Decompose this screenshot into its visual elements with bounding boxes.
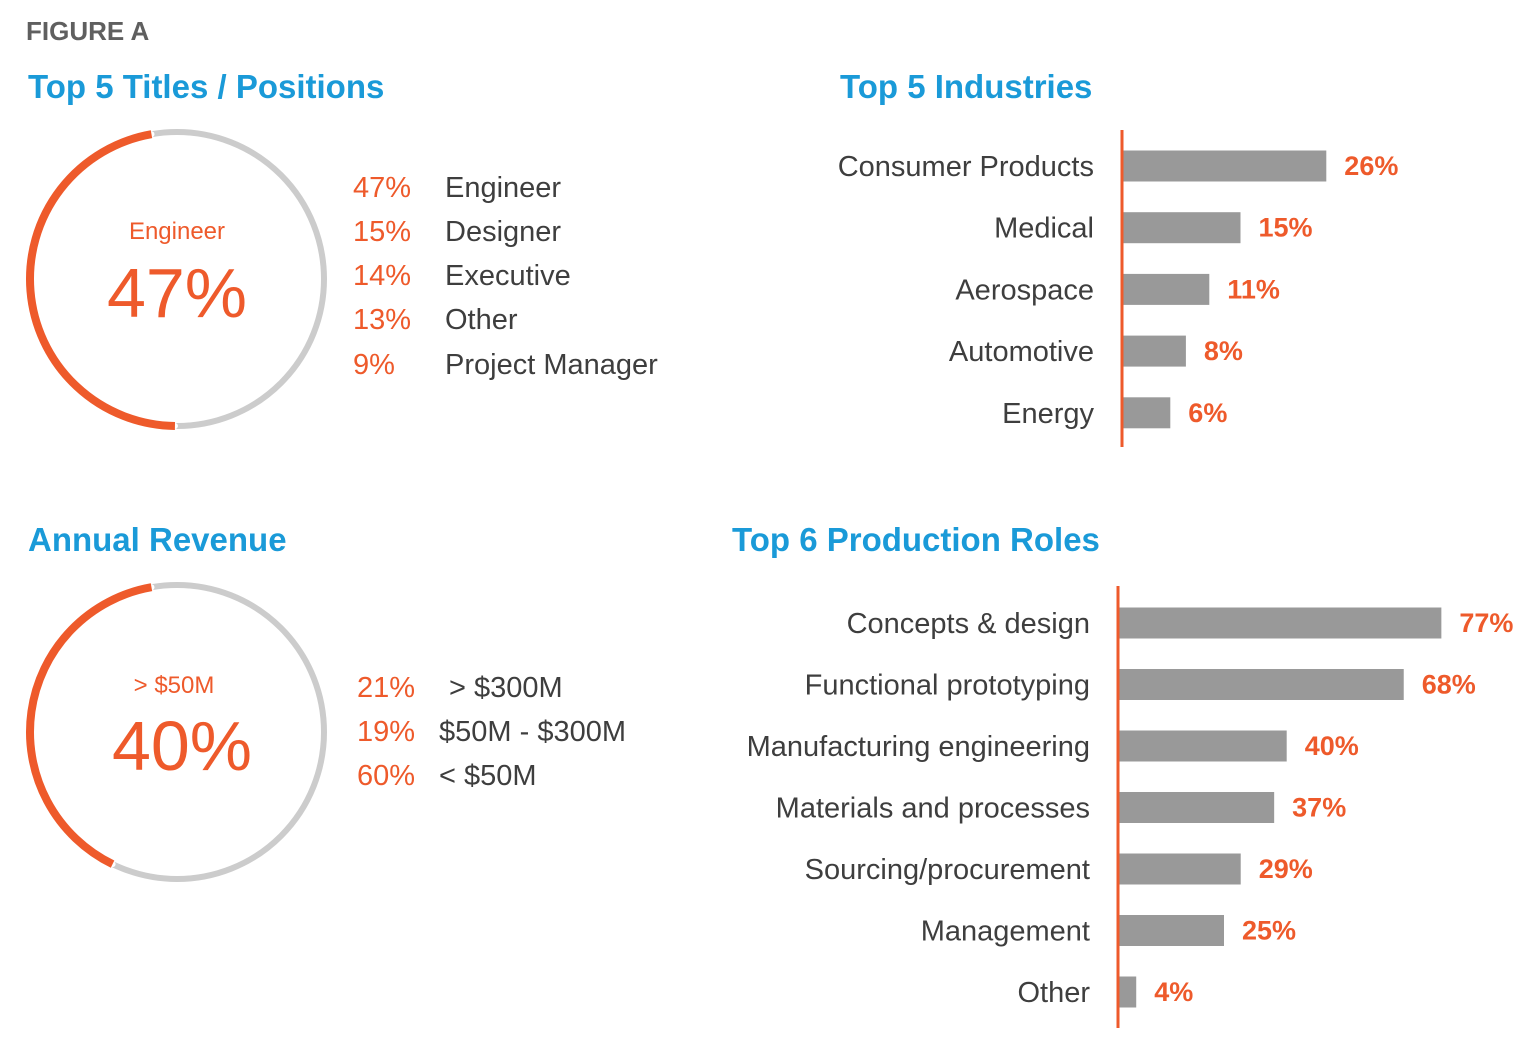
industries-chart-title: Top 5 Industries [840, 68, 1093, 105]
donut-highlight-arc [26, 130, 176, 430]
legend-pct: 15% [353, 216, 412, 248]
donut-center-value: 47% [107, 254, 247, 332]
bar [1123, 397, 1171, 429]
legend-pct: 47% [353, 172, 412, 204]
bar-category-label: Functional prototyping [805, 670, 1090, 702]
legend-pct: 13% [353, 304, 412, 336]
donut-highlight-arc [26, 583, 153, 868]
bar-value-label: 29% [1259, 854, 1313, 884]
legend-pct: 14% [353, 260, 412, 292]
legend-pct: 21% [357, 672, 416, 704]
bar [1123, 335, 1186, 367]
bar-value-label: 40% [1305, 731, 1359, 761]
bar-category-label: Automotive [949, 336, 1094, 368]
bar-value-label: 77% [1459, 608, 1513, 638]
bar [1123, 150, 1327, 182]
bar-value-label: 6% [1188, 398, 1227, 428]
revenue-chart-title: Annual Revenue [28, 521, 287, 558]
legend-label: $50M - $300M [439, 716, 626, 748]
bar-category-label: Materials and processes [776, 793, 1090, 825]
bar-value-label: 15% [1259, 213, 1313, 243]
bar [1119, 792, 1275, 823]
bar-category-label: Energy [1002, 398, 1094, 430]
bar-category-label: Management [921, 916, 1090, 948]
legend-label: Engineer [445, 172, 562, 204]
bar-category-label: Manufacturing engineering [747, 731, 1090, 763]
bar-category-label: Sourcing/procurement [805, 854, 1090, 886]
bar-value-label: 37% [1292, 793, 1346, 823]
bar [1119, 853, 1241, 885]
legend-label: < $50M [439, 760, 537, 792]
bar [1119, 976, 1137, 1008]
bar [1123, 273, 1210, 305]
bar-category-label: Other [1017, 977, 1090, 1009]
bar-value-label: 25% [1242, 916, 1296, 946]
bar-category-label: Consumer Products [838, 151, 1094, 183]
bar-value-label: 26% [1344, 151, 1398, 181]
donut-center-label: Engineer [129, 218, 225, 245]
bar-category-label: Concepts & design [847, 608, 1090, 640]
bar-category-label: Aerospace [955, 274, 1094, 306]
donut-center-value: 40% [112, 707, 252, 785]
legend-label: > $300M [449, 672, 563, 704]
bar-value-label: 11% [1227, 274, 1280, 304]
titles-donut-chart: Engineer 47% [26, 129, 327, 430]
bar-value-label: 4% [1154, 977, 1193, 1007]
bar-value-label: 68% [1422, 670, 1476, 700]
donut-center-label: > $50M [134, 672, 215, 699]
legend-label: Executive [445, 260, 571, 292]
titles-chart-title: Top 5 Titles / Positions [28, 68, 385, 105]
legend-pct: 9% [353, 349, 395, 381]
legend-label: Other [445, 304, 518, 336]
roles-chart-title: Top 6 Production Roles [732, 521, 1100, 558]
bar [1119, 915, 1224, 946]
legend-pct: 19% [357, 716, 416, 748]
bar [1119, 669, 1404, 700]
bar-category-label: Medical [994, 213, 1094, 245]
bar [1119, 730, 1287, 762]
bar-value-label: 8% [1204, 336, 1243, 366]
legend-pct: 60% [357, 760, 416, 792]
bar [1123, 212, 1241, 244]
legend-label: Designer [445, 216, 562, 248]
figure-label: FIGURE A [26, 16, 150, 46]
revenue-donut-chart: > $50M 40% [26, 582, 327, 882]
legend-label: Project Manager [445, 349, 658, 381]
bar [1119, 607, 1442, 639]
